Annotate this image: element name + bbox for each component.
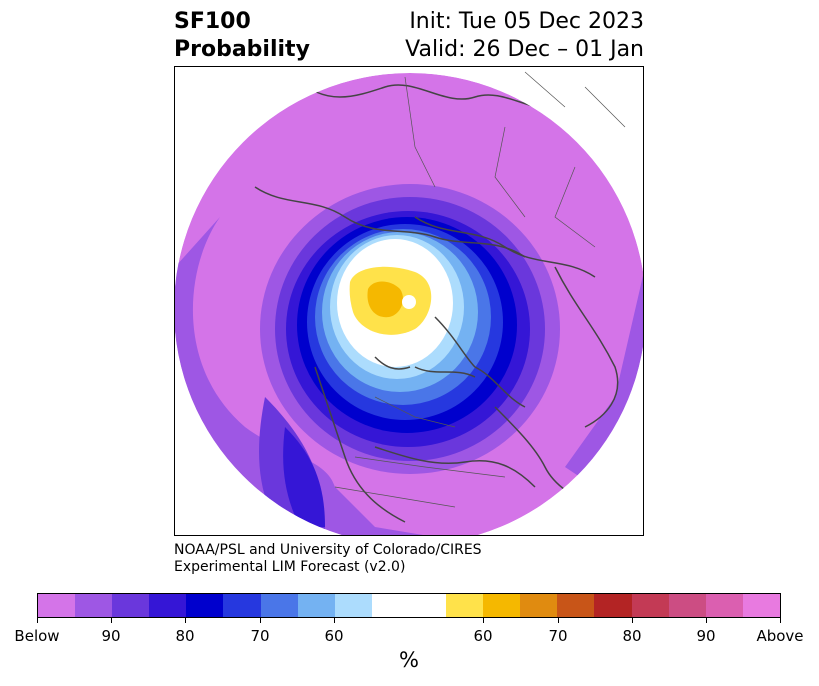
- colorbar-segment: [705, 594, 743, 617]
- init-date: Init: Tue 05 Dec 2023: [409, 9, 644, 34]
- below-band-70-south: [283, 427, 325, 527]
- tick-below-70: 70: [250, 627, 270, 645]
- tickmark: [37, 618, 38, 623]
- tickmark: [334, 618, 335, 623]
- tick-below-80: 80: [175, 627, 195, 645]
- colorbar-segment: [186, 594, 224, 617]
- colorbar-segment: [371, 594, 447, 617]
- colorbar-unit: %: [399, 648, 419, 672]
- tickmark: [780, 618, 781, 623]
- colorbar-segment: [297, 594, 335, 617]
- tickmark: [706, 618, 707, 623]
- below-band-90-west: [175, 217, 435, 535]
- forecast-dates: Init: Tue 05 Dec 2023 Valid: 26 Dec – 01…: [405, 8, 644, 64]
- colorbar-segment: [112, 594, 150, 617]
- valid-date: Valid: 26 Dec – 01 Jan: [405, 37, 644, 62]
- colorbar-segment: [38, 594, 76, 617]
- above-region-70: [367, 281, 403, 318]
- colorbar-segment: [594, 594, 632, 617]
- tick-below: Below: [14, 627, 60, 645]
- colorbar-segment: [223, 594, 261, 617]
- probability-map-svg: [175, 71, 643, 535]
- colorbar-segment: [742, 594, 780, 617]
- title-line-2: Probability: [174, 37, 310, 62]
- tickmark: [260, 618, 261, 623]
- polar-map: [174, 66, 644, 536]
- colorbar-segment: [483, 594, 521, 617]
- tickmark: [111, 618, 112, 623]
- tick-above-60: 60: [473, 627, 493, 645]
- tick-below-90: 90: [101, 627, 121, 645]
- white-spot: [402, 295, 416, 309]
- tickmark: [558, 618, 559, 623]
- tickmark: [632, 618, 633, 623]
- tick-below-60: 60: [324, 627, 344, 645]
- tick-above-70: 70: [548, 627, 568, 645]
- title-line-1: SF100: [174, 9, 251, 34]
- credit-line-2: Experimental LIM Forecast (v2.0): [174, 559, 406, 575]
- colorbar-segment: [149, 594, 187, 617]
- colorbar-segment: [668, 594, 706, 617]
- credit-line-1: NOAA/PSL and University of Colorado/CIRE…: [174, 542, 482, 558]
- colorbar-segment: [260, 594, 298, 617]
- tickmark: [185, 618, 186, 623]
- tick-above: Above: [756, 627, 804, 645]
- tick-above-80: 80: [622, 627, 642, 645]
- colorbar-segment: [75, 594, 113, 617]
- tickmark: [483, 618, 484, 623]
- colorbar-segment: [334, 594, 372, 617]
- credit-text: NOAA/PSL and University of Colorado/CIRE…: [174, 542, 482, 576]
- colorbar-segment: [631, 594, 669, 617]
- tick-above-90: 90: [696, 627, 716, 645]
- map-title: SF100 Probability: [174, 8, 310, 64]
- colorbar-segment: [557, 594, 595, 617]
- colorbar-segment: [520, 594, 558, 617]
- colorbar-segment: [446, 594, 484, 617]
- colorbar: [37, 593, 781, 618]
- political-boundaries: [334, 71, 626, 508]
